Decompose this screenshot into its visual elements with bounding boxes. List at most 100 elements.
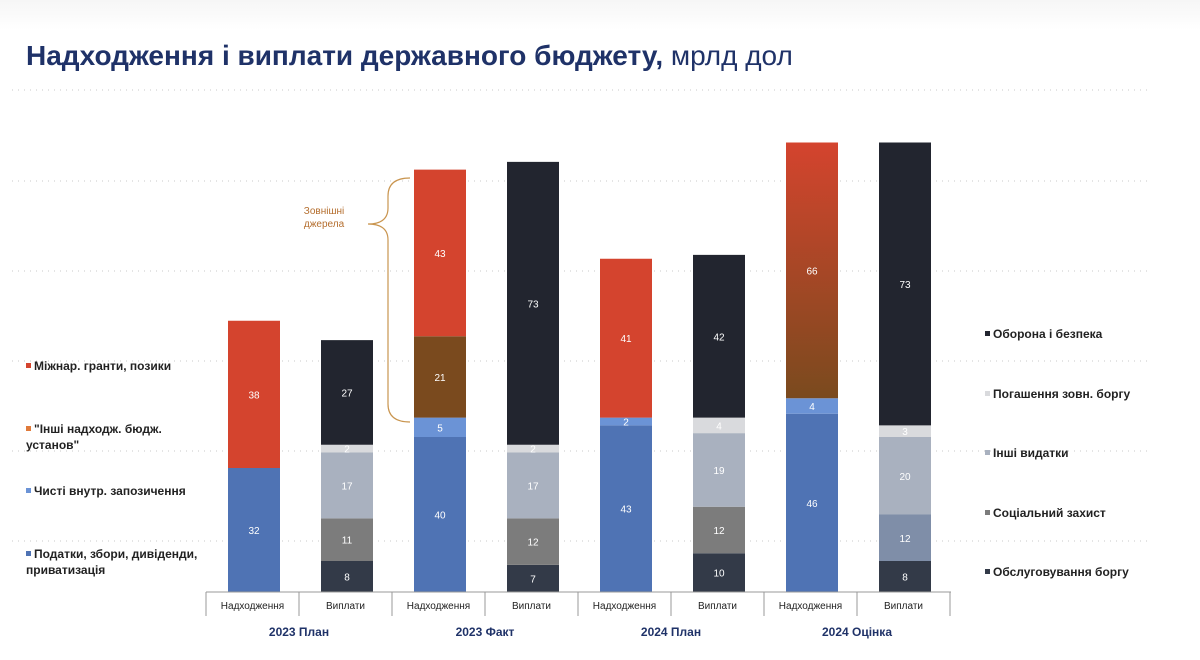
bar-segment-1-2	[321, 452, 373, 519]
bar-segment-2-2	[414, 336, 466, 418]
legend-right-swatch-3	[985, 510, 990, 516]
legend-left-swatch-2	[26, 488, 31, 494]
legend-left-label-3: Податки, збори, дивіденди,	[34, 547, 198, 561]
data-label-3-4: 73	[527, 299, 539, 310]
legend-right-label-1: Погашення зовн. боргу	[993, 387, 1131, 401]
legend-left-item-2: Чисті внутр. запозичення	[26, 483, 186, 499]
bar-segment-2-3	[414, 169, 466, 337]
data-label-1-0: 8	[344, 573, 350, 584]
legend-left-item-0: Міжнар. гранти, позики	[26, 358, 171, 374]
bar-segment-1-0	[321, 561, 373, 592]
group-label-1: 2023 Факт	[456, 625, 515, 639]
bar-segment-3-4	[507, 161, 559, 445]
data-label-4-0: 43	[620, 505, 632, 516]
x-tick-label-0: Надходження	[221, 601, 284, 612]
data-label-5-4: 42	[713, 332, 725, 343]
legend-right-item-3: Соціальний захист	[985, 505, 1106, 521]
legend-right-swatch-1	[985, 391, 990, 397]
bar-segment-5-3	[693, 417, 745, 434]
group-label-2: 2024 План	[641, 625, 701, 639]
bar-segment-7-0	[879, 561, 931, 592]
bar-segment-0-3	[228, 320, 280, 468]
data-label-4-1: 2	[623, 418, 629, 429]
bar-segment-6-0	[786, 413, 838, 592]
bar-segment-7-2	[879, 437, 931, 515]
data-label-2-1: 5	[437, 423, 443, 434]
data-label-5-1: 12	[713, 526, 725, 537]
chart-title-main: Надходження і виплати державного бюджету…	[26, 40, 664, 71]
bar-segment-7-1	[879, 514, 931, 561]
bar-segment-3-2	[507, 452, 559, 519]
annotation-line-1: Зовнішні	[304, 206, 344, 217]
legend-right-item-1: Погашення зовн. боргу	[985, 386, 1130, 402]
legend-left-label2-3: приватизація	[26, 563, 106, 577]
bar-segment-7-4	[879, 142, 931, 426]
data-label-7-2: 20	[899, 472, 911, 483]
group-label-3: 2024 Оцінка	[822, 625, 892, 639]
x-tick-label-7: Виплати	[884, 601, 923, 612]
bar-segment-4-3	[600, 258, 652, 418]
data-label-1-1: 11	[342, 536, 353, 547]
data-label-3-3: 2	[530, 445, 536, 456]
annotation-line-2: джерела	[304, 219, 345, 230]
bar-segment-3-3	[507, 444, 559, 453]
x-tick-label-5: Виплати	[698, 601, 737, 612]
legend-right-label-4: Обслуговування боргу	[993, 565, 1129, 579]
top-bar	[0, 0, 1200, 30]
x-tick-label-1: Виплати	[326, 601, 365, 612]
data-label-1-2: 17	[341, 481, 353, 492]
legend-left-item-1: "Інші надходж. бюдж. установ"	[26, 421, 162, 453]
legend-right-item-0: Оборона і безпека	[985, 326, 1102, 342]
data-label-7-1: 12	[899, 534, 911, 545]
data-label-5-3: 4	[716, 421, 722, 432]
legend-left-swatch-3	[26, 551, 31, 557]
data-label-6-3: 66	[806, 266, 818, 277]
legend-right-swatch-4	[985, 569, 990, 575]
external-sources-brace	[367, 177, 411, 423]
x-tick-label-2: Надходження	[407, 601, 470, 612]
legend-right-swatch-0	[985, 331, 990, 337]
bar-segment-5-0	[693, 553, 745, 592]
bar-segment-0-0	[228, 468, 280, 592]
legend-left-label-1: "Інші надходж. бюдж.	[34, 422, 162, 436]
data-label-7-4: 73	[899, 280, 911, 291]
legend-left-label-0: Міжнар. гранти, позики	[34, 359, 172, 373]
legend-right-item-2: Інші видатки	[985, 445, 1069, 461]
legend-left-swatch-0	[26, 363, 31, 369]
bar-segment-2-0	[414, 437, 466, 592]
bar-segment-1-4	[321, 340, 373, 445]
bar-segment-5-4	[693, 254, 745, 418]
legend-right-label-2: Інші видатки	[993, 446, 1069, 460]
bar-segment-1-1	[321, 518, 373, 561]
bar-segment-6-3	[786, 142, 838, 399]
data-label-7-3: 3	[902, 427, 908, 438]
legend-left-swatch-1	[26, 426, 31, 432]
data-label-5-2: 19	[713, 466, 725, 477]
data-label-3-1: 12	[527, 538, 539, 549]
data-label-1-3: 2	[344, 445, 350, 456]
chart-title: Надходження і виплати державного бюджету…	[26, 40, 793, 72]
bar-segment-1-3	[321, 444, 373, 453]
bar-segment-5-1	[693, 506, 745, 554]
bar-segment-3-1	[507, 518, 559, 565]
x-tick-label-4: Надходження	[593, 601, 656, 612]
data-label-1-4: 27	[341, 388, 353, 399]
legend-right-label-0: Оборона і безпека	[993, 327, 1103, 341]
group-label-0: 2023 План	[269, 625, 329, 639]
x-tick-label-3: Виплати	[512, 601, 551, 612]
data-label-6-1: 4	[809, 402, 815, 413]
bar-segment-6-1	[786, 398, 838, 414]
data-label-0-0: 32	[248, 526, 260, 537]
legend-right-label-3: Соціальний захист	[993, 506, 1106, 520]
data-label-2-3: 43	[434, 249, 446, 260]
data-label-3-0: 7	[530, 574, 536, 585]
data-label-6-0: 46	[806, 499, 818, 510]
legend-left-label-2: Чисті внутр. запозичення	[34, 484, 186, 498]
data-label-7-0: 8	[902, 573, 908, 584]
data-label-4-3: 41	[620, 334, 632, 345]
data-label-0-3: 38	[248, 390, 260, 401]
bar-segment-4-1	[600, 417, 652, 426]
data-label-2-0: 40	[434, 511, 446, 522]
data-label-3-2: 17	[527, 481, 539, 492]
